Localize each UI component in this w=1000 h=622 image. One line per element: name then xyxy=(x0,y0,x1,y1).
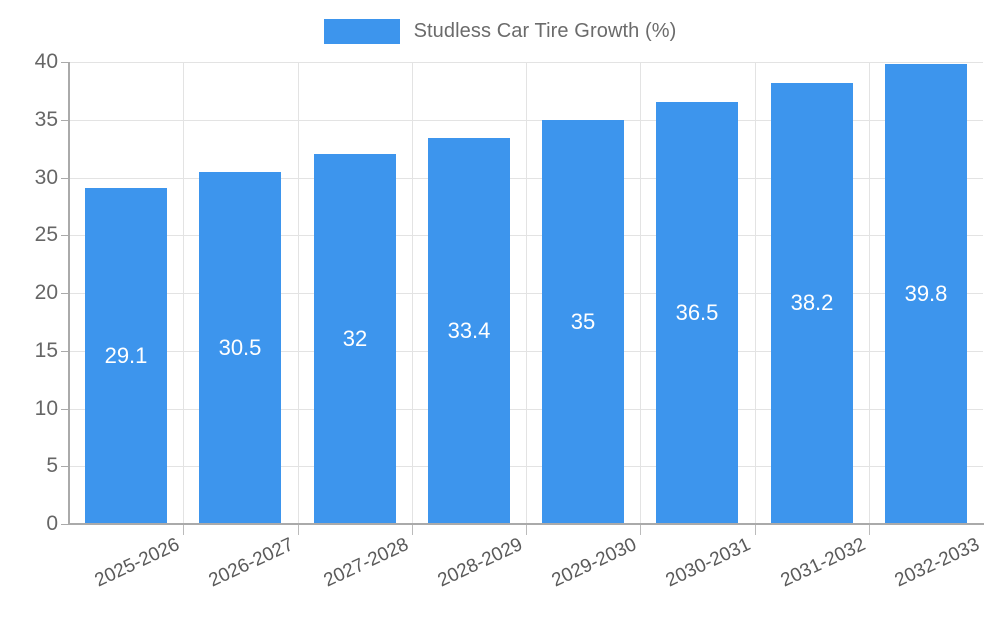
y-axis-tick-label: 15 xyxy=(0,340,69,361)
gridline-vertical xyxy=(869,62,870,524)
gridline-vertical xyxy=(298,62,299,524)
x-axis-tick-mark xyxy=(526,525,527,535)
x-axis-tick-mark xyxy=(183,525,184,535)
bar[interactable] xyxy=(656,102,738,524)
y-axis-tick-label: 40 xyxy=(0,51,69,72)
y-axis-tick-label: 25 xyxy=(0,224,69,245)
bar-value-label: 38.2 xyxy=(790,290,834,316)
y-axis-tick-label: 20 xyxy=(0,282,69,303)
gridline-vertical xyxy=(526,62,527,524)
y-axis-tick-mark xyxy=(61,350,69,352)
legend-label: Studless Car Tire Growth (%) xyxy=(413,19,677,42)
y-axis-tick-mark xyxy=(61,466,69,468)
bar-value-label: 36.5 xyxy=(675,300,719,326)
x-axis-tick-mark xyxy=(412,525,413,535)
bar[interactable] xyxy=(542,119,624,524)
bar[interactable] xyxy=(428,138,510,524)
y-axis-tick-mark xyxy=(61,524,69,525)
y-axis-tick-mark xyxy=(61,293,69,294)
legend-color-swatch xyxy=(323,18,400,44)
y-axis-tick-label: 10 xyxy=(0,398,69,419)
legend-item-studless-car-tire-growth[interactable]: Studless Car Tire Growth (%) xyxy=(323,18,677,44)
y-axis-line xyxy=(68,62,70,525)
bar-value-label: 29.1 xyxy=(104,342,148,368)
gridline-vertical xyxy=(755,62,756,524)
y-axis-tick-mark xyxy=(61,408,69,410)
y-axis-tick-label: 0 xyxy=(0,513,69,534)
bar-value-label: 39.8 xyxy=(904,281,948,307)
x-axis-tick-mark xyxy=(640,525,641,535)
y-axis-tick-label: 30 xyxy=(0,167,69,188)
bar[interactable] xyxy=(199,171,281,524)
y-axis-tick-label: 5 xyxy=(0,455,69,476)
bar-value-label: 35 xyxy=(570,308,596,334)
bar[interactable] xyxy=(771,82,853,524)
y-axis-tick-label: 35 xyxy=(0,109,69,130)
y-axis-tick-mark xyxy=(61,62,69,63)
y-axis-tick-mark xyxy=(61,177,69,179)
bar-value-label: 33.4 xyxy=(447,318,491,344)
y-axis-tick-mark xyxy=(61,119,69,121)
bar[interactable] xyxy=(314,154,396,524)
bar-value-label: 32 xyxy=(342,326,368,352)
x-axis-tick-mark xyxy=(298,525,299,535)
x-axis-tick-mark xyxy=(869,525,870,535)
gridline-vertical xyxy=(183,62,184,524)
y-axis-tick-mark xyxy=(61,235,69,237)
bar-value-label: 30.5 xyxy=(218,334,262,360)
x-axis-line xyxy=(69,523,984,525)
plot-area: 29.1 30.5 32 33.4 35 36.5 38.2 39.8 xyxy=(69,62,983,525)
gridline-vertical xyxy=(412,62,413,524)
bar-chart: Studless Car Tire Growth (%) 29.1 30.5 32 3… xyxy=(0,14,1000,592)
bar[interactable] xyxy=(85,187,167,524)
gridline-vertical xyxy=(640,62,641,524)
chart-legend: Studless Car Tire Growth (%) xyxy=(0,14,1000,48)
x-axis-tick-mark xyxy=(755,525,756,535)
bar[interactable] xyxy=(885,64,967,524)
